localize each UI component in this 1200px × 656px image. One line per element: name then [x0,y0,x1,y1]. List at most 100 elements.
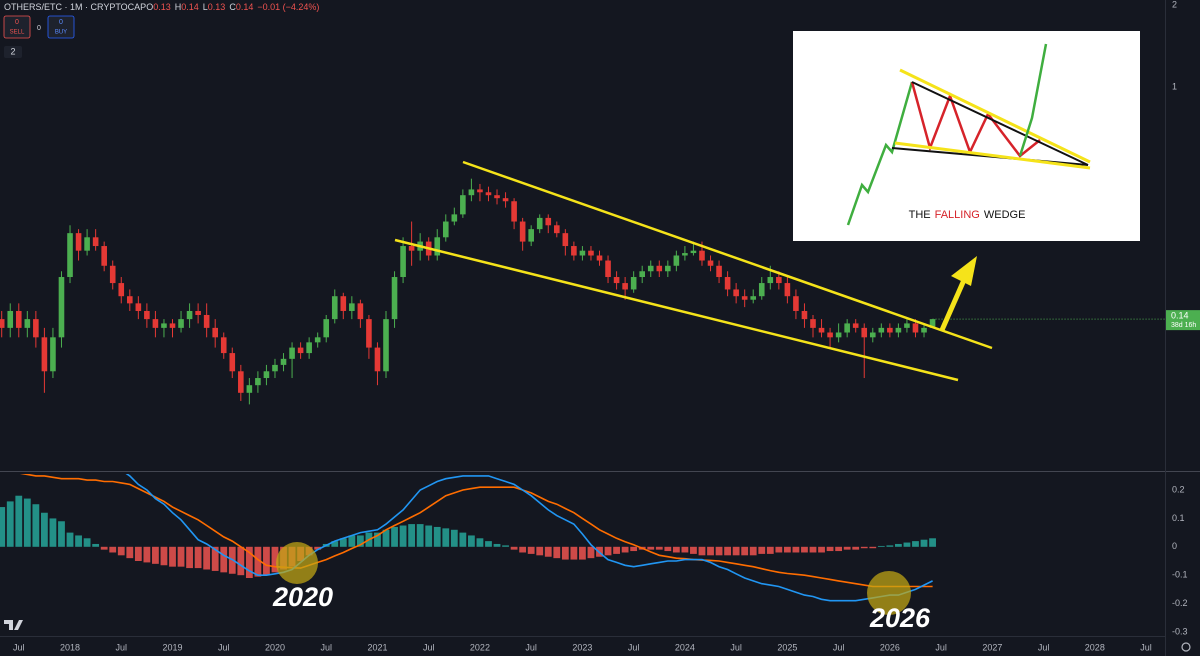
candle-body [58,277,65,338]
candle-body [212,327,218,338]
candle-body [366,319,372,348]
candle-body [622,283,628,290]
candle-body [707,260,714,266]
ohlc-legend: O0.13 H0.14 L0.13 C0.14 [146,2,253,12]
histogram-bar [66,532,74,547]
histogram-bar [468,535,475,547]
candle-body [357,303,364,320]
histogram-bar [271,546,279,573]
histogram-bar [732,546,740,556]
histogram-bar [41,512,48,547]
legend-key: O [146,2,153,12]
candle-body [24,319,31,328]
highlight-circle [276,542,318,584]
buy-button[interactable]: 0 BUY [47,15,75,39]
candle-body [571,246,577,256]
candle-body [801,310,808,320]
candle-body [272,364,278,372]
histogram-bar [348,535,356,547]
x-tick-label: 2025 [777,642,797,652]
candle-body [127,296,133,304]
histogram-bar [758,546,766,554]
candle-body [280,358,287,365]
candle-body [690,250,697,254]
histogram-bar [647,546,655,550]
legend-value: 0.13 [153,2,171,12]
histogram-bar [775,546,783,553]
candle-body [895,327,902,333]
sell-label[interactable]: SELL [10,30,25,36]
histogram-bar [109,546,117,553]
x-tick-label: Jul [218,642,230,652]
candle-body [887,327,893,333]
candle-body [554,225,560,234]
settings-icon[interactable] [1181,642,1191,652]
indicator-count[interactable]: 2 [10,46,15,56]
candle-body [861,327,868,338]
candle-body [7,310,14,328]
histogram-bar [801,546,808,553]
candle-body [477,189,483,193]
candle-body [673,255,680,266]
candle-body [118,283,125,297]
candle-body [50,337,56,372]
indicator-toggle[interactable] [4,46,22,58]
histogram-bar [613,546,620,554]
histogram-bar [32,504,40,547]
x-tick-label: 2027 [982,642,1002,652]
buy-label[interactable]: BUY [55,30,67,36]
candle-body [314,337,321,343]
candle-body [818,327,825,333]
spread: 0 [37,25,41,32]
candle-body [434,237,441,256]
candle-body [101,246,107,266]
x-tick-label: 2020 [265,642,285,652]
candle-body [178,319,184,328]
candle-body [263,371,270,379]
x-tick-label: 2024 [675,642,695,652]
candle-body [494,195,500,199]
candle-body [135,303,142,311]
sell-box[interactable] [3,15,31,39]
candle-body [827,332,833,338]
histogram-bar [237,546,245,576]
y-tick-label: 2 [1172,0,1177,10]
candle-body [519,221,526,242]
candle-body [793,296,799,311]
x-tick-label: Jul [1038,642,1050,652]
candle-body [878,327,885,333]
histogram-bar [459,532,467,547]
y-tick-label: 0 [1172,541,1177,551]
candle-body [229,353,236,372]
sell-button[interactable]: 0 SELL [3,15,31,39]
x-tick-label: 2018 [60,642,80,652]
candle-body [904,323,910,328]
x-tick-label: 2023 [572,642,592,652]
candle-body [776,277,782,284]
histogram-bar [220,546,228,573]
histogram-bar [117,546,125,556]
buy-price[interactable]: 0 [59,19,63,26]
x-tick-label: 2028 [1085,642,1105,652]
sell-price[interactable]: 0 [15,19,19,26]
histogram-bar [245,546,253,579]
histogram-bar [83,538,91,547]
candle-body [255,378,261,386]
buy-box[interactable] [47,15,75,39]
candle-body [246,385,253,393]
histogram-bar [929,538,936,547]
histogram-bar [314,546,322,550]
histogram-bar [672,546,680,553]
histogram-bar [15,495,23,547]
candle-body [349,303,355,311]
histogram-bar [391,526,398,547]
histogram-bar [502,545,509,547]
histogram-bar [374,532,381,547]
histogram-bar [143,546,151,563]
histogram-bar [75,535,82,547]
histogram-bar [254,546,262,577]
histogram-bar [194,546,202,569]
breakout-arrow-head [951,256,977,286]
histogram-bar [476,538,484,547]
